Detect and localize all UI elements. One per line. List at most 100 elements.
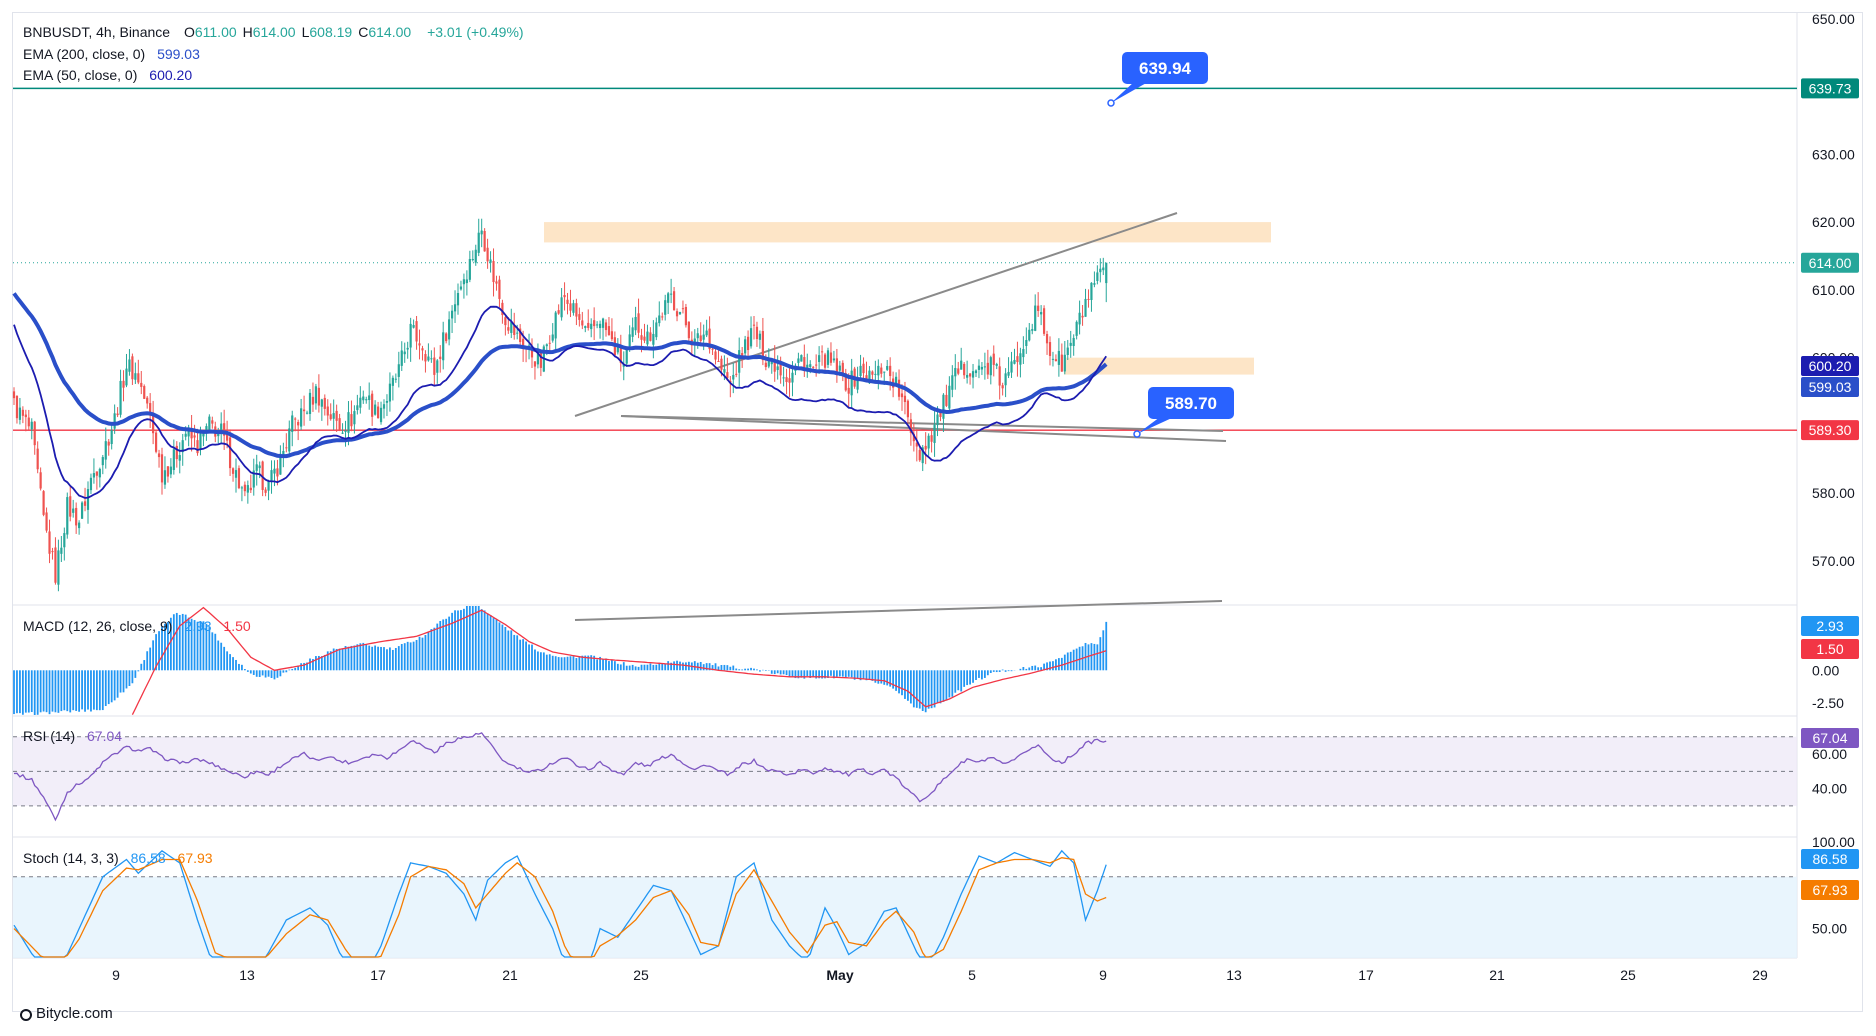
last-price-label [1801, 252, 1859, 273]
support-price-label-text: 589.30 [1809, 422, 1852, 438]
candle-body [1105, 262, 1108, 284]
time-tick-label: 29 [1752, 967, 1768, 983]
candle-body [820, 351, 824, 353]
candle-body [302, 409, 306, 412]
candle-body [107, 441, 110, 446]
candle-body [152, 415, 155, 434]
candle-body [1010, 361, 1013, 373]
candle-body [1081, 315, 1084, 318]
candle-body [598, 323, 602, 329]
candle-body [1022, 349, 1025, 358]
candle-body [128, 359, 131, 372]
candle-body [116, 413, 119, 416]
candle-body [246, 485, 249, 493]
price-tick-label: 650.00 [1812, 11, 1855, 27]
candle-body [649, 332, 652, 341]
candle-body [477, 232, 480, 253]
candle-body [149, 403, 152, 416]
candle-body [980, 366, 984, 370]
trendline[interactable] [574, 600, 1223, 621]
signal-price-label [1801, 639, 1859, 659]
candle-body [1004, 373, 1007, 386]
stoch-d-value: 67.93 [177, 850, 213, 866]
rsi-legend: RSI (14) 67.04 [23, 728, 122, 744]
watermark-logo-icon [20, 1009, 32, 1021]
change-value: +3.01 (+0.49%) [427, 24, 524, 40]
candle-body [897, 379, 901, 397]
candle-body [273, 468, 276, 474]
candle-body [220, 423, 223, 432]
candle-body [945, 394, 948, 406]
rsi-tick-label: 40.00 [1812, 781, 1847, 797]
candle-body [1084, 298, 1087, 317]
candle-body [1051, 358, 1055, 360]
candle-body [1040, 312, 1043, 315]
rsi-price-label [1801, 728, 1859, 748]
candle-body [572, 303, 575, 313]
candle-body [374, 404, 377, 415]
candle-body [776, 366, 779, 371]
candle-body [323, 397, 326, 409]
trendline[interactable] [574, 212, 1178, 417]
price-callout[interactable]: 589.70 [1133, 387, 1234, 438]
ema50-price-label-text: 600.20 [1809, 358, 1852, 374]
candle-body [874, 373, 877, 375]
candle-body [211, 420, 214, 424]
candle-body [30, 421, 33, 430]
candle-body [474, 249, 477, 263]
candle-body [1025, 340, 1028, 346]
callout-text: 639.94 [1139, 59, 1192, 78]
trendline[interactable] [620, 415, 1224, 432]
price-callout[interactable]: 639.94 [1107, 52, 1208, 107]
candle-body [818, 355, 821, 363]
trendline[interactable] [620, 415, 1227, 442]
candle-body [548, 342, 551, 344]
candle-body [590, 323, 593, 330]
candle-body [338, 418, 341, 430]
candle-body [418, 343, 421, 346]
candle-body [749, 328, 753, 347]
candle-body [551, 334, 554, 341]
ema50-label: EMA (50, close, 0) [23, 67, 138, 83]
ema50-price-label [1801, 356, 1859, 376]
candle-body [86, 489, 90, 510]
ohlc-value: 608.19 [309, 24, 353, 40]
candle-body [601, 318, 605, 328]
candle-body [258, 465, 261, 469]
candle-body [578, 314, 581, 320]
candle-body [456, 293, 460, 306]
candle-body [359, 397, 362, 408]
candle-body [160, 454, 164, 483]
price-tick-label: 630.00 [1812, 146, 1855, 162]
candle-body [427, 356, 430, 361]
candle-body [1013, 359, 1016, 364]
candle-body [664, 300, 667, 315]
candle-body [1045, 333, 1049, 344]
candle-body [261, 461, 264, 490]
candle-body [314, 386, 318, 404]
candle-body [918, 450, 921, 461]
resistance-price-label-text: 639.73 [1809, 80, 1852, 96]
callout-anchor [1107, 99, 1115, 107]
rsi-line [13, 732, 1107, 822]
candle-body [1063, 354, 1066, 372]
ema200-price-label [1801, 377, 1859, 397]
candle-body [699, 335, 702, 342]
ohlc-c: C614.00 [358, 24, 411, 40]
candle-body [832, 358, 836, 361]
candle-body [563, 295, 566, 298]
candle-body [193, 435, 196, 438]
candle-body [815, 364, 818, 366]
candle-body [483, 231, 486, 252]
candle-body [1054, 359, 1058, 362]
ohlc-key: H [242, 24, 253, 40]
candle-body [1001, 385, 1004, 389]
candle-body [27, 417, 30, 427]
candle-body [270, 470, 273, 482]
time-tick-label: 5 [968, 967, 976, 983]
candle-body [977, 365, 981, 370]
candle-body [554, 312, 557, 339]
candle-body [288, 428, 291, 452]
time-tick-label: 9 [1099, 967, 1107, 983]
